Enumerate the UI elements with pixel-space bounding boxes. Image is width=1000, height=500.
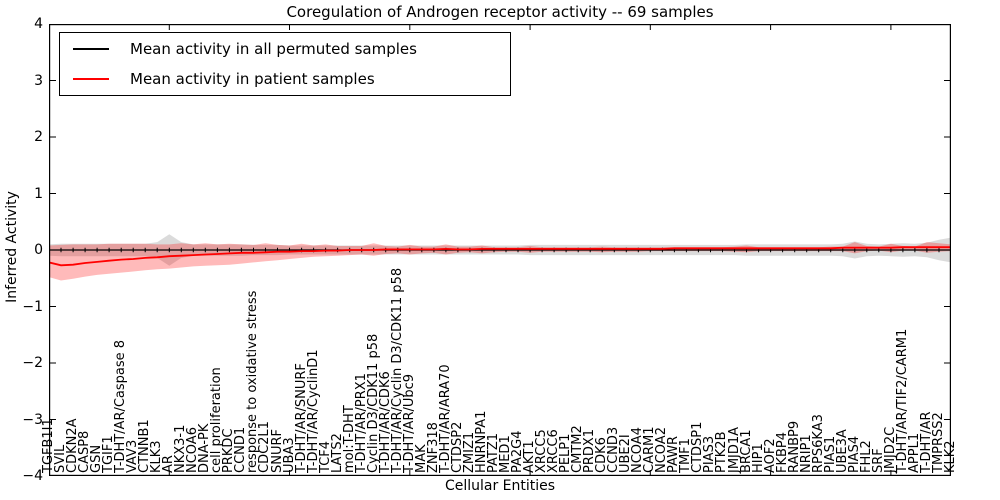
y-tick-label: −1 xyxy=(22,298,43,315)
plot-frame xyxy=(49,24,951,476)
legend-label: Mean activity in all permuted samples xyxy=(130,40,417,58)
y-tick-label: 3 xyxy=(34,72,43,89)
y-tick-label: −4 xyxy=(22,468,43,484)
y-tick-label: 4 xyxy=(34,16,43,32)
chart-title: Coregulation of Androgen receptor activi… xyxy=(286,3,714,21)
patient-line-swatch-icon xyxy=(73,78,109,80)
y-tick-label: 2 xyxy=(34,129,43,145)
y-tick-label: −3 xyxy=(22,411,43,428)
x-axis-label: Cellular Entities xyxy=(444,478,556,494)
legend: Mean activity in all permuted samples Me… xyxy=(59,32,511,96)
y-tick-label: 1 xyxy=(34,185,43,202)
patient-mean-line xyxy=(48,246,951,267)
permuted-line-swatch-icon xyxy=(73,48,109,50)
legend-entry: Mean activity in all permuted samples xyxy=(60,35,510,63)
y-tick-label: −2 xyxy=(22,355,43,371)
legend-entry: Mean activity in patient samples xyxy=(60,65,510,93)
y-tick-label: 0 xyxy=(34,242,43,258)
legend-label: Mean activity in patient samples xyxy=(130,70,375,88)
plot-area xyxy=(48,23,952,480)
x-tick-label: KLK2 xyxy=(943,440,958,473)
